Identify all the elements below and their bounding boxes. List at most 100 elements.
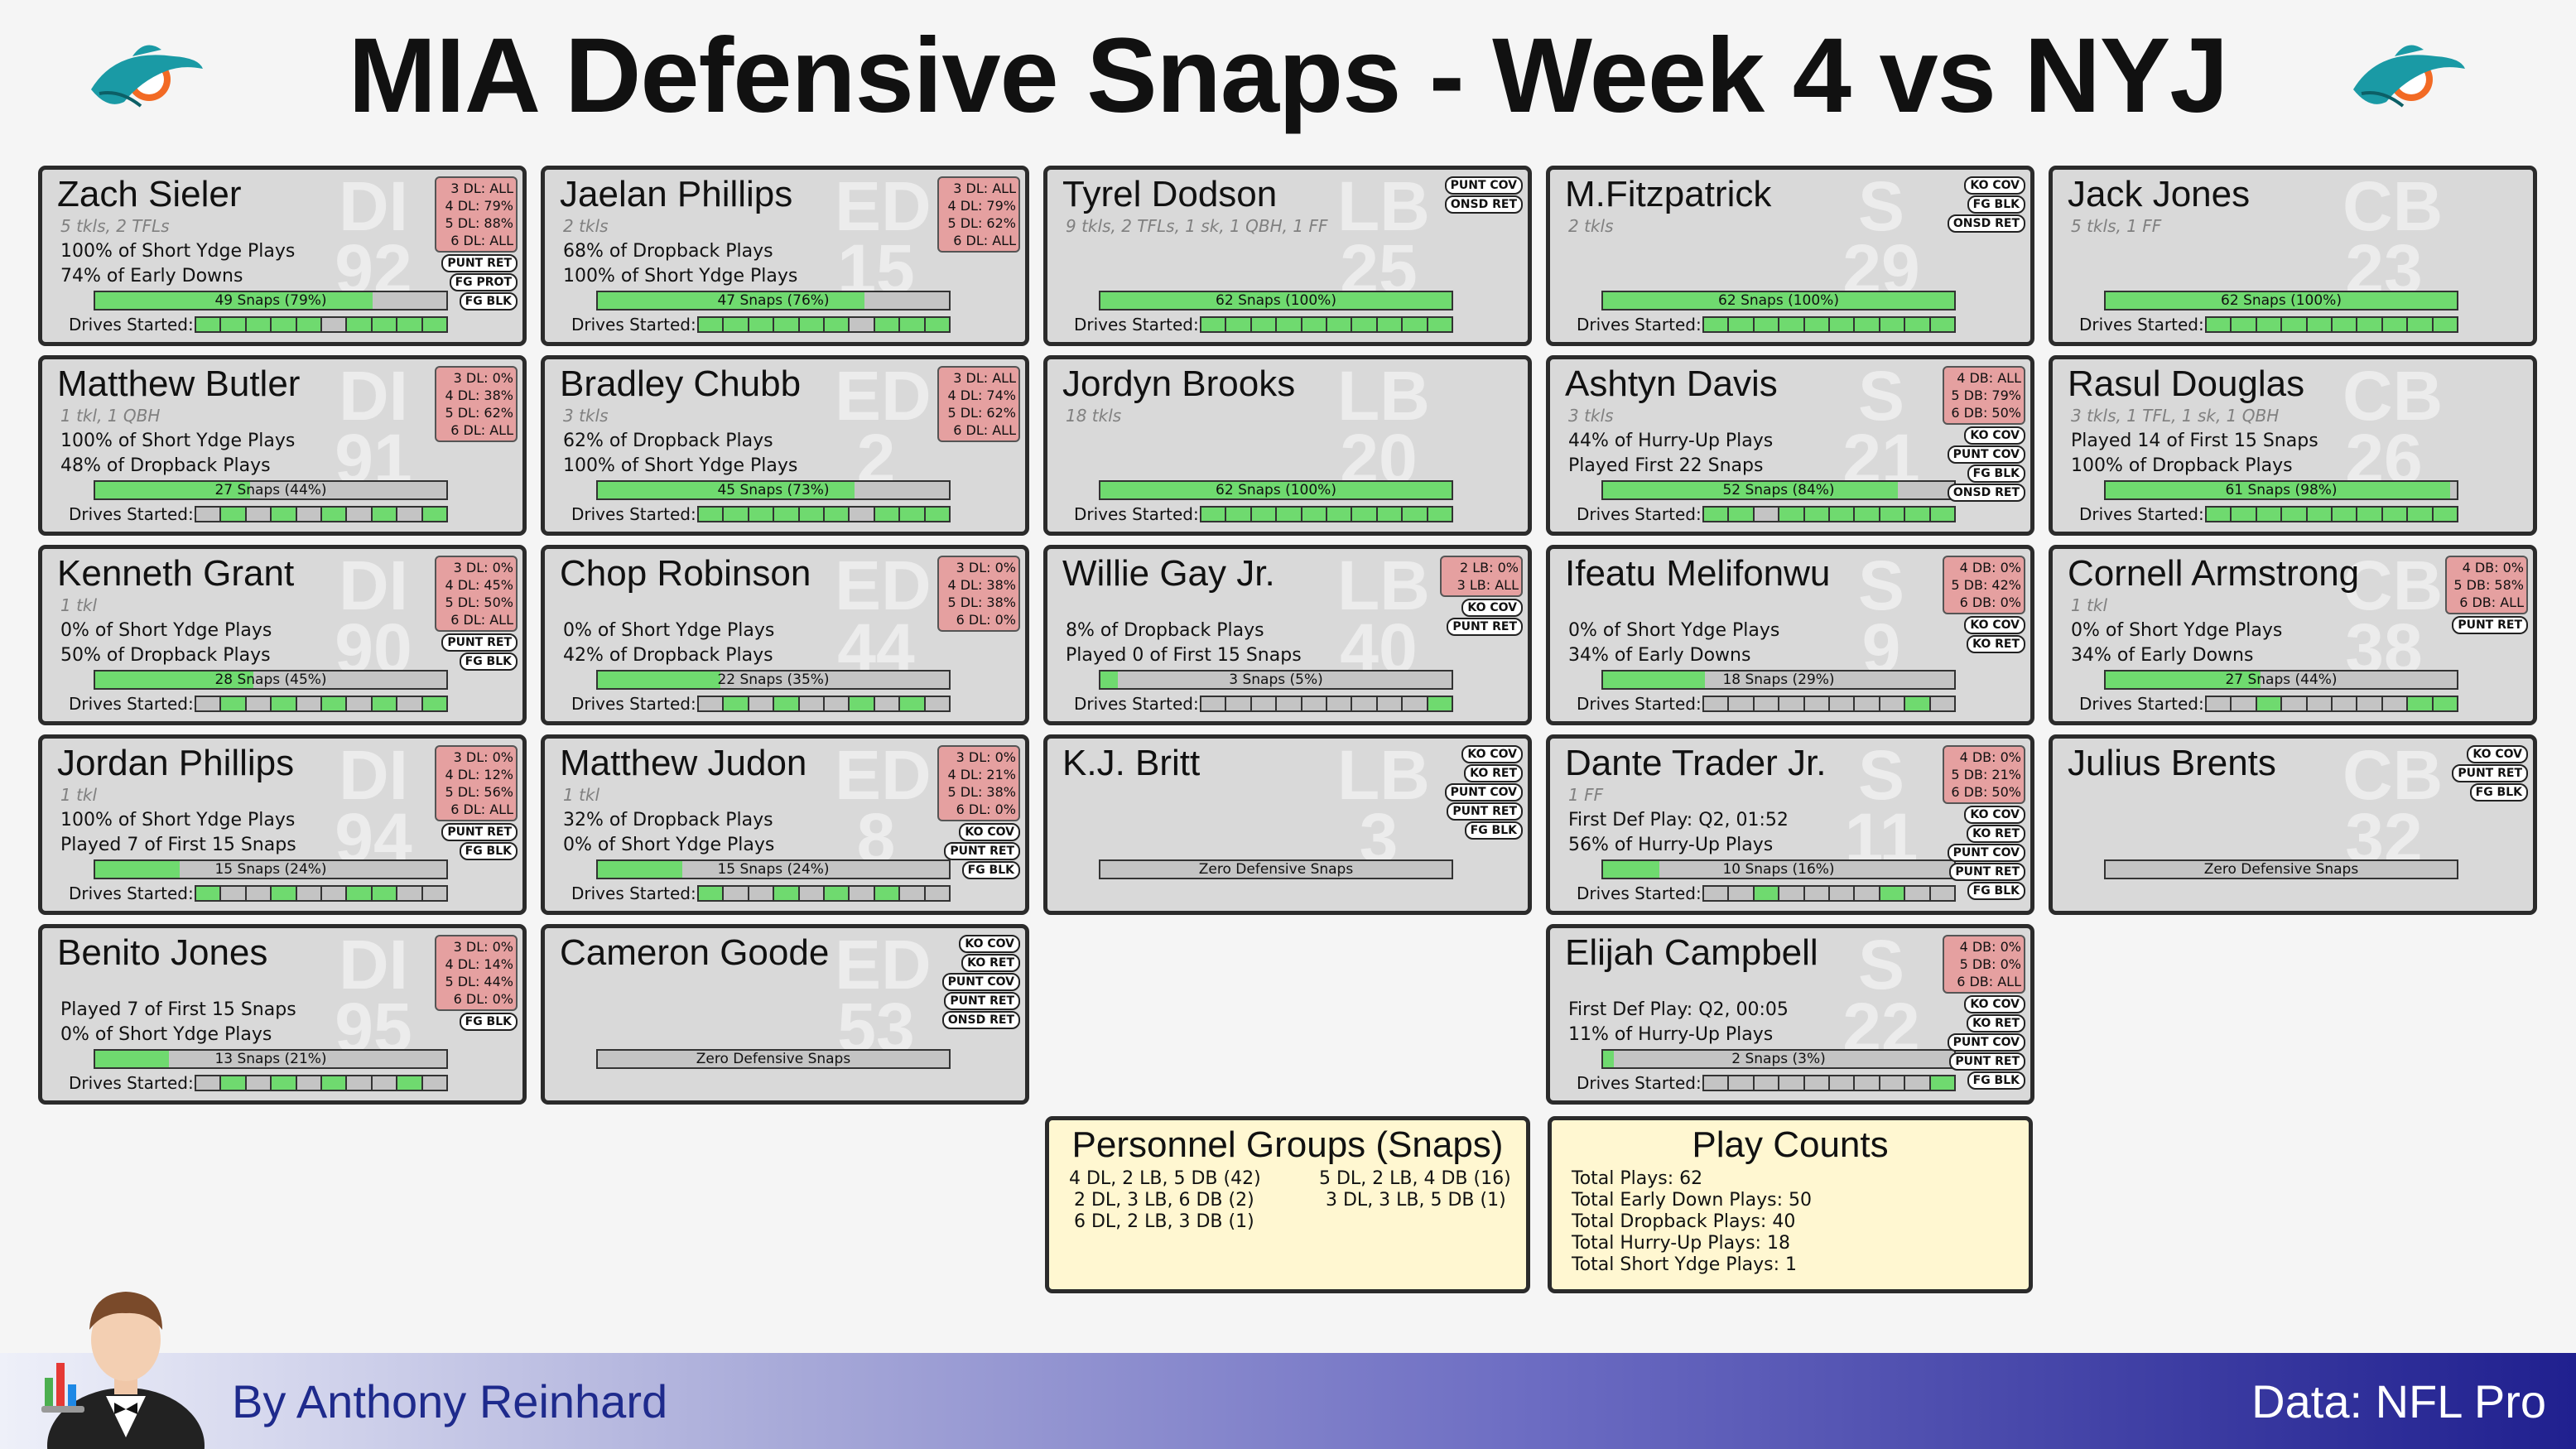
alignment-pct-line: 4 DL: 74% (947, 388, 1016, 403)
snap-bar-fill (1603, 482, 1899, 498)
player-name: Ifeatu Melifonwu (1565, 553, 1831, 594)
drive-segment (850, 508, 875, 521)
position-number-watermark: ED 2 (835, 361, 932, 493)
drive-segment (1704, 318, 1730, 331)
drive-segment (272, 697, 297, 710)
special-teams-tag: FG BLK (459, 1013, 518, 1031)
alignment-pct-line: 4 DL: 38% (445, 388, 513, 403)
drives-started-bar (1702, 1075, 1956, 1091)
position-label: S (1857, 926, 1905, 1004)
special-teams-tag: PUNT RET (1447, 802, 1523, 821)
drive-segment (774, 887, 800, 900)
player-name: Kenneth Grant (57, 553, 295, 594)
stat-line: 1 tkl, 1 QBH (60, 406, 161, 426)
player-card: ED 53 Cameron Goode Zero Defensive Snaps KO … (541, 924, 1029, 1105)
drives-started-bar (2205, 506, 2458, 522)
drive-segment (1352, 508, 1378, 521)
drive-segment (1378, 697, 1404, 710)
player-card: DI 90 Kenneth Grant 1 tkl 0% of Short Ydge P… (38, 545, 527, 725)
alignment-pct-line: 4 DL: 79% (947, 198, 1016, 214)
position-label: LB (1337, 546, 1430, 624)
drive-segment (322, 887, 348, 900)
drive-segment (874, 508, 901, 521)
alignment-pct-line: 3 DL: 0% (956, 749, 1016, 765)
snap-bar-fill (95, 292, 373, 309)
drive-segment (1428, 508, 1452, 521)
alignment-pct-line: 6 DL: ALL (953, 422, 1016, 438)
drive-segment (1201, 318, 1227, 331)
drive-segment (1805, 1076, 1831, 1090)
alignment-pct-line: 3 DL: 0% (453, 939, 513, 955)
drives-started-bar (697, 885, 951, 902)
snap-bar-fill (95, 861, 180, 878)
stat-line: 1 FF (1568, 785, 1604, 805)
drive-segment (221, 1076, 247, 1090)
drives-started-bar (195, 1075, 448, 1091)
drives-started-bar (195, 316, 448, 333)
drive-segment (1931, 697, 1954, 710)
drive-segment (397, 887, 423, 900)
snap-count-bar: 49 Snaps (79%) (94, 291, 448, 310)
drive-segment (749, 887, 775, 900)
usage-note-2: 34% of Early Downs (2071, 645, 2254, 666)
snap-count-bar: 62 Snaps (100%) (1099, 480, 1453, 500)
alignment-pct-line: 6 DB: 50% (1951, 784, 2021, 800)
snap-count-label: 62 Snaps (100%) (1216, 292, 1336, 309)
special-teams-tag: KO COV (1964, 176, 2025, 195)
position-number-watermark: CB 32 (2342, 740, 2443, 873)
player-name: Zach Sieler (57, 174, 242, 214)
drives-started-label: Drives Started: (2079, 694, 2204, 714)
position-number-watermark: ED 15 (835, 167, 932, 304)
drives-started-bar (1200, 506, 1453, 522)
drive-segment (800, 697, 826, 710)
special-teams-tag: PUNT COV (1947, 844, 2025, 862)
drive-segment (2308, 697, 2333, 710)
position-label: S (1857, 167, 1905, 245)
alignment-pct-line: 6 DB: 0% (1959, 595, 2021, 610)
stat-line: 1 tkl (60, 785, 98, 805)
special-teams-tag: FG BLK (2469, 783, 2528, 802)
drive-segment (196, 318, 222, 331)
special-teams-tag: KO COV (2467, 745, 2528, 763)
player-card: CB 23 Jack Jones 5 tkls, 1 FF 62 Snaps (100%… (2049, 166, 2537, 346)
drive-segment (1327, 318, 1353, 331)
drive-segment (850, 318, 875, 331)
position-number-watermark: DI 92 (332, 171, 415, 304)
usage-note-2: 74% of Early Downs (60, 266, 243, 286)
alignment-pct-line: 4 DB: ALL (1957, 370, 2021, 386)
snap-count-label: 27 Snaps (44%) (214, 482, 327, 498)
usage-note-2: 34% of Early Downs (1568, 645, 1751, 666)
special-teams-tags: PUNT RET FG BLK (441, 633, 518, 671)
snap-count-label: 61 Snaps (98%) (2225, 482, 2338, 498)
alignment-pct-line: 6 DB: ALL (2459, 595, 2524, 610)
drive-segment (1729, 697, 1755, 710)
drives-started-bar (1200, 696, 1453, 712)
drives-started-label: Drives Started: (571, 694, 696, 714)
stat-line: 2 tkls (563, 216, 609, 236)
drive-segment (221, 887, 247, 900)
special-teams-tag: FG BLK (459, 842, 518, 860)
position-number-watermark: LB 25 (1337, 171, 1430, 304)
player-name: Matthew Butler (57, 363, 301, 404)
play-count-dropback: Total Dropback Plays: 40 (1572, 1211, 1796, 1232)
snap-count-bar: 13 Snaps (21%) (94, 1049, 448, 1069)
drive-segment (749, 697, 775, 710)
drive-segment (1403, 318, 1428, 331)
drive-segment (2382, 508, 2409, 521)
snap-bar-fill (598, 482, 855, 498)
alignment-pct-box: 4 DB: 0% 5 DB: 0% 6 DB: ALL (1943, 935, 2025, 994)
alignment-pct-line: 3 DL: ALL (953, 181, 1016, 196)
zero-snaps-bar: Zero Defensive Snaps (2104, 859, 2458, 879)
alignment-pct-line: 5 DL: 44% (445, 974, 513, 989)
alignment-pct-line: 5 DB: 79% (1951, 388, 2021, 403)
drive-segment (247, 1076, 272, 1090)
drive-segment (322, 697, 348, 710)
player-card: CB 26 Rasul Douglas 3 tkls, 1 TFL, 1 sk, 1 … (2049, 355, 2537, 536)
special-teams-tags: KO COV KO RET PUNT COV PUNT RET FG BLK (1947, 806, 2025, 900)
drive-segment (196, 508, 222, 521)
drive-segment (1277, 508, 1302, 521)
alignment-pct-line: 3 DL: 0% (956, 560, 1016, 575)
drive-segment (2408, 318, 2434, 331)
drive-segment (900, 887, 926, 900)
position-label: ED (835, 167, 932, 245)
